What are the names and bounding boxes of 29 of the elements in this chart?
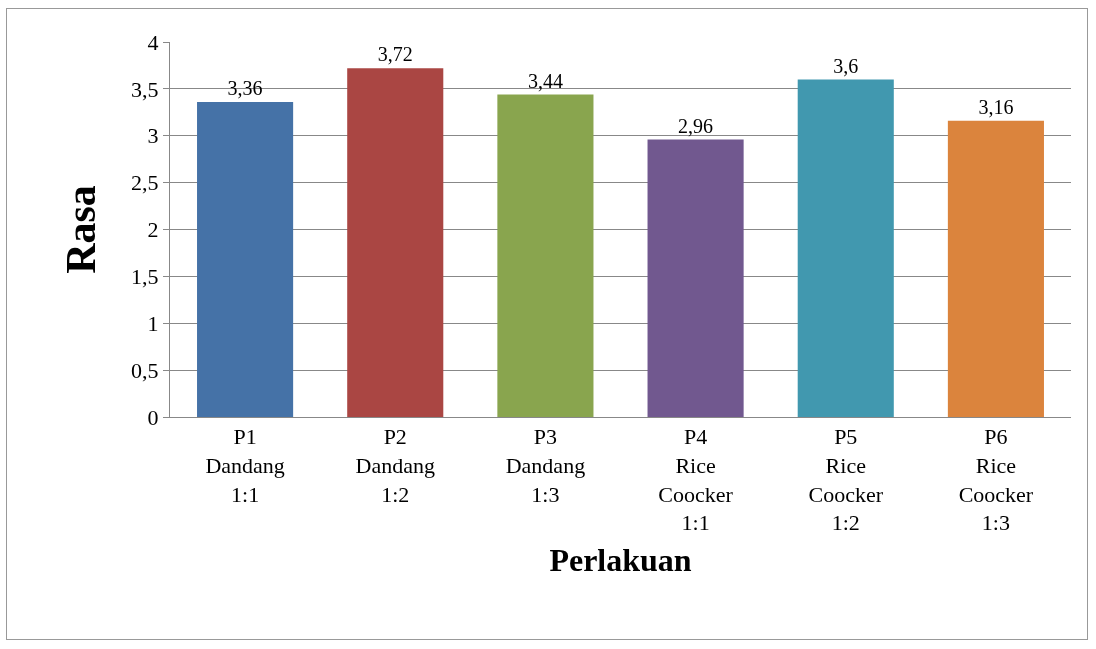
data-label: 3,16: [978, 95, 1014, 118]
data-label: 3,72: [377, 43, 413, 66]
data-label: 3,36: [227, 77, 263, 99]
x-tick-label: P2 Dandang 1:2: [355, 424, 435, 507]
x-tick-label: P5 Rice Coocker 1:2: [808, 424, 884, 536]
y-tick-label: 2,5: [131, 170, 159, 196]
x-tick-label: P4 Rice Coocker 1:1: [658, 424, 734, 536]
bar: [947, 120, 1044, 417]
y-tick-label: 3: [147, 123, 159, 149]
data-label: 3,6: [833, 54, 859, 77]
y-tick-label: 2: [147, 217, 159, 243]
y-tick-label: 1,5: [131, 264, 159, 290]
y-axis-title: Rasa: [57, 185, 104, 274]
x-axis-title: Perlakuan: [549, 542, 692, 579]
y-tick-label: 0,5: [131, 357, 159, 383]
x-tick-label: P6 Rice Coocker 1:3: [958, 424, 1034, 536]
y-tick-label: 4: [147, 29, 159, 55]
bar: [197, 102, 294, 417]
bar: [497, 94, 594, 417]
y-tick-label: 0: [147, 404, 159, 430]
y-tick-label: 1: [147, 310, 159, 336]
bar: [797, 79, 894, 417]
x-tick-label: P1 Dandang 1:1: [205, 424, 285, 507]
bar: [647, 139, 744, 417]
data-label: 3,44: [527, 69, 563, 92]
bar: [347, 68, 444, 417]
y-tick-label: 3,5: [131, 76, 159, 102]
data-label: 2,96: [678, 114, 714, 137]
x-tick-label: P3 Dandang 1:3: [505, 424, 586, 507]
